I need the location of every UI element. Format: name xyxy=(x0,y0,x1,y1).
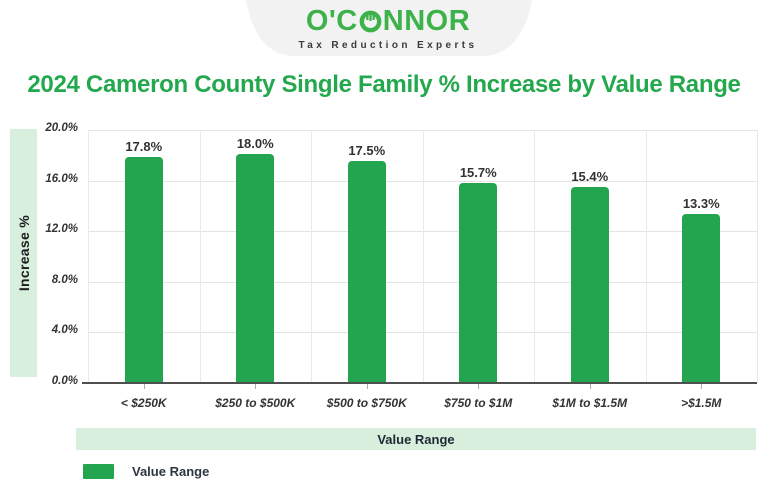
x-axis-label: $500 to $750K xyxy=(326,396,407,410)
bar[interactable] xyxy=(570,187,609,382)
bar-value-label: 18.0% xyxy=(236,136,274,152)
y-axis-label: 16.0% xyxy=(45,172,78,185)
y-axis-labels: 20.0% 16.0% 12.0% 8.0% 4.0% 0.0% xyxy=(38,122,80,387)
axis-tick xyxy=(255,384,257,389)
gridline-vertical xyxy=(199,130,201,383)
y-axis-label: 20.0% xyxy=(45,122,78,134)
bar[interactable] xyxy=(236,154,275,382)
brand-wordmark: O'C NNOR xyxy=(240,7,536,36)
x-axis-label: $250 to $500K xyxy=(215,396,296,410)
gridline-vertical xyxy=(311,130,312,383)
x-axis-title: Value Range xyxy=(377,431,455,447)
y-axis-title: Increase % xyxy=(15,214,32,292)
y-axis-label: 4.0% xyxy=(51,324,78,337)
gridline-vertical xyxy=(534,130,535,383)
axis-tick xyxy=(366,384,368,389)
chart-title: 2024 Cameron County Single Family % Incr… xyxy=(27,71,741,98)
gridline-vertical xyxy=(422,130,424,383)
x-axis-line xyxy=(82,382,757,384)
gridline-vertical xyxy=(88,130,89,383)
gridline-vertical xyxy=(757,130,758,383)
bar[interactable] xyxy=(682,213,721,382)
bar-value-label: 17.8% xyxy=(125,138,163,154)
legend-label: Value Range xyxy=(132,464,210,479)
brand-tagline: Tax Reduction Experts xyxy=(298,40,478,51)
axis-tick xyxy=(589,384,591,389)
x-axis-label: >$1.5M xyxy=(681,396,722,410)
bar[interactable] xyxy=(347,160,386,382)
axis-tick xyxy=(478,384,480,389)
legend-swatch xyxy=(83,464,114,479)
logo-o-icon xyxy=(359,10,382,33)
x-axis-labels: < $250K $250 to $500K $500 to $750K $750 to… xyxy=(88,396,757,414)
x-axis-label: $750 to $1M xyxy=(444,396,513,410)
x-axis-label: $1M to $1.5M xyxy=(552,396,628,410)
brand-text-suffix: NNOR xyxy=(382,5,471,37)
y-axis-title-band: Increase % xyxy=(10,129,37,377)
y-axis-label: 8.0% xyxy=(51,273,78,286)
bar-value-label: 17.5% xyxy=(348,142,386,158)
bar[interactable] xyxy=(459,183,498,382)
bar-value-label: 15.4% xyxy=(571,169,609,185)
y-axis-label: 0.0% xyxy=(51,375,78,387)
bar-value-label: 13.3% xyxy=(682,195,720,211)
bar[interactable] xyxy=(124,156,163,382)
legend-item-value-range[interactable]: Value Range xyxy=(83,464,209,479)
gridline-vertical xyxy=(645,130,647,383)
plot-area: 17.8% 18.0% 17.5% 15.7% 15.4% 13.3% xyxy=(82,130,758,389)
bar-value-label: 15.7% xyxy=(459,165,497,181)
axis-tick xyxy=(701,384,703,389)
axis-tick xyxy=(143,384,145,389)
y-axis-label: 12.0% xyxy=(45,223,78,236)
brand-text-prefix: O'C xyxy=(305,5,358,37)
x-axis-label: < $250K xyxy=(120,396,167,410)
logo: O'C NNOR Tax Reduction Experts xyxy=(240,7,536,52)
x-axis-title-band: Value Range xyxy=(76,428,756,450)
